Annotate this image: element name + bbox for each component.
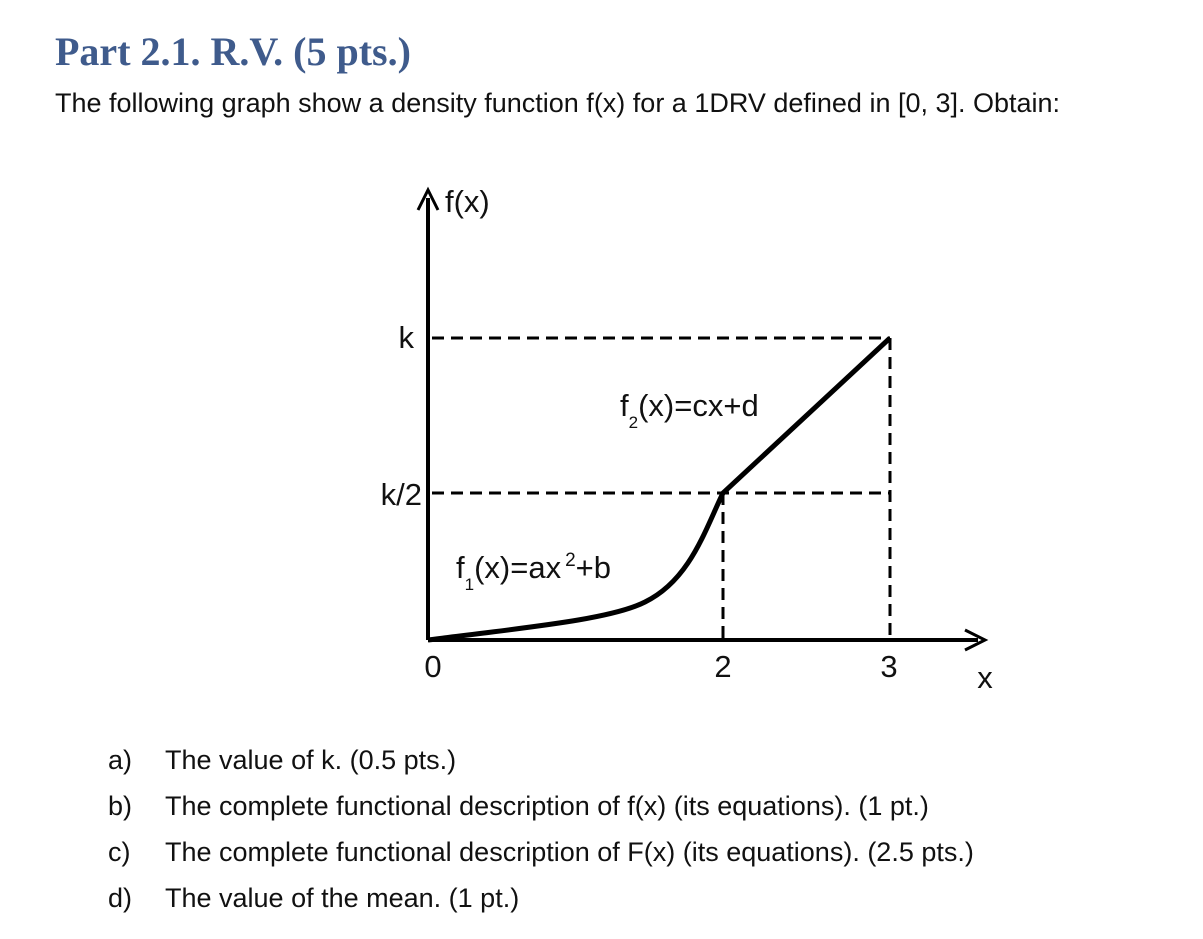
question-marker: d) — [108, 883, 133, 913]
f1-label: f1(x)=ax 2+b — [456, 550, 611, 594]
axis-arrow — [964, 628, 989, 652]
subscript: 2 — [629, 413, 638, 432]
label-part: f — [620, 388, 629, 423]
question: b) The complete functional description of… — [108, 791, 929, 822]
intro-text: The following graph show a density funct… — [55, 88, 1061, 118]
y-label: k — [399, 320, 415, 355]
guide-lines — [432, 336, 892, 640]
superscript: 2 — [565, 550, 576, 571]
subscript: 1 — [465, 575, 474, 594]
question-text: The value of k. (0.5 pts.) — [165, 745, 457, 775]
question-marker: c) — [108, 837, 131, 867]
question-marker: a) — [108, 745, 133, 775]
axis-arrow — [416, 186, 440, 211]
y-label: k/2 — [381, 477, 422, 512]
label-part: (x)=cx+d — [638, 388, 759, 423]
x-label: 0 — [424, 649, 441, 684]
question: c) The complete functional description of… — [108, 837, 974, 868]
label-part: (x)=ax — [474, 550, 561, 585]
question-text: The value of the mean. (1 pt.) — [165, 883, 520, 913]
x-label: 3 — [880, 649, 897, 684]
x-axis-label: x — [977, 660, 993, 695]
question-text: The complete functional description of F… — [165, 837, 974, 867]
f2-label: f2(x)=cx+d — [620, 388, 759, 432]
question: a) The value of k. (0.5 pts.) — [108, 745, 456, 776]
density-curve — [427, 336, 892, 643]
question-text: The complete functional description of f… — [165, 791, 929, 821]
question: d) The value of the mean. (1 pt.) — [108, 883, 519, 914]
question-marker: b) — [108, 791, 133, 821]
y-axis-label: f(x) — [445, 184, 490, 219]
x-label: 2 — [714, 649, 731, 684]
label-part: f — [456, 550, 465, 585]
heading: Part 2.1. R.V. (5 pts.) — [55, 29, 411, 74]
label-part: +b — [576, 550, 611, 585]
